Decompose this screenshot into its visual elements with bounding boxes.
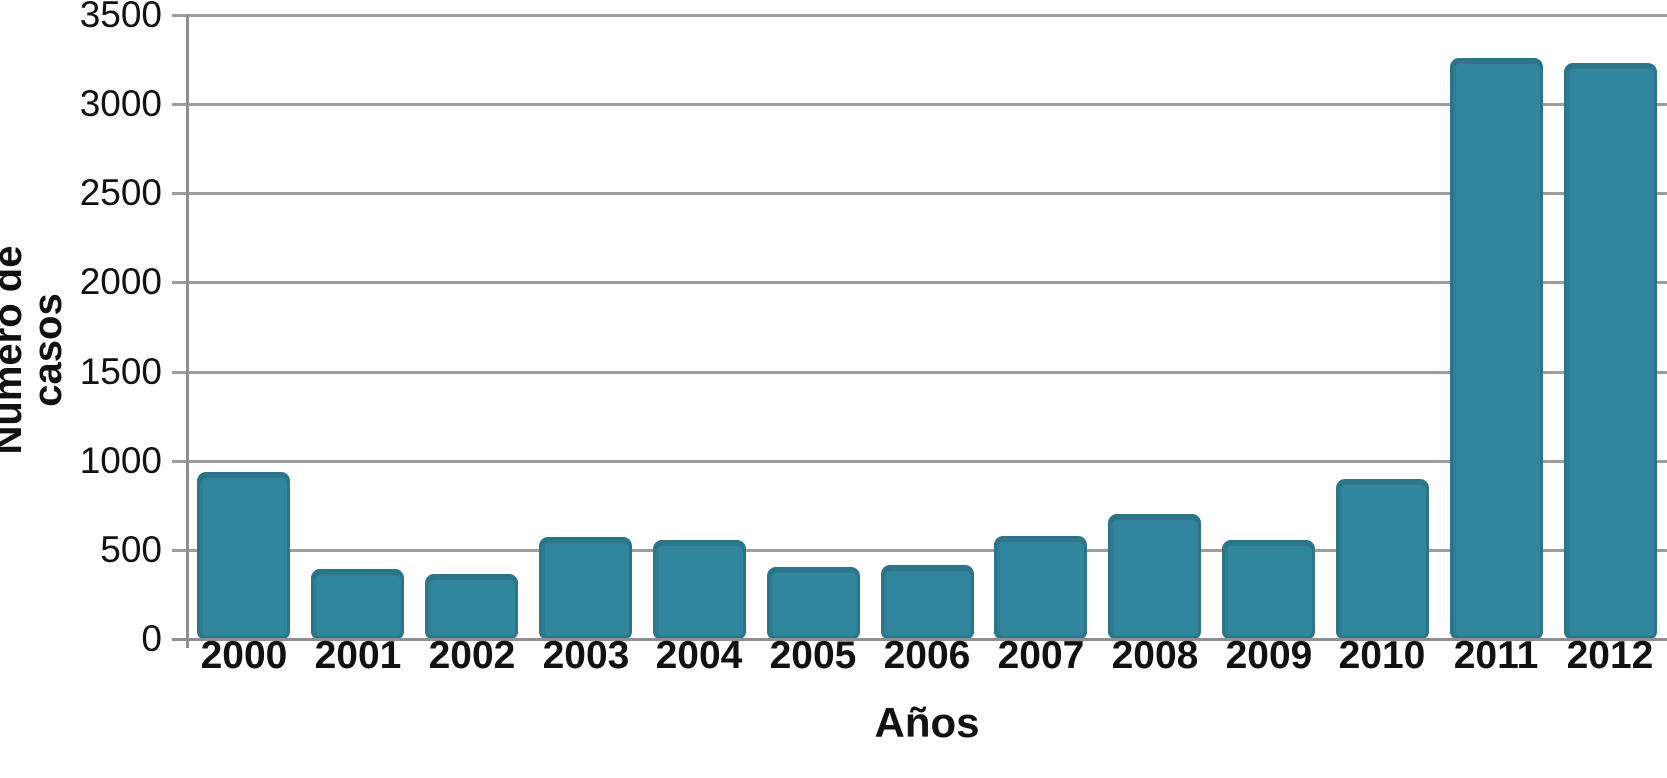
y-tick-label-500: 500 xyxy=(100,529,162,570)
x-axis-line xyxy=(172,638,1667,641)
y-tick-label-2000: 2000 xyxy=(79,261,162,302)
y-tick-label-3500: 3500 xyxy=(79,0,162,35)
bar-2007 xyxy=(994,536,1087,639)
gridline-2500 xyxy=(172,192,1667,195)
bar-2004 xyxy=(653,540,746,639)
bar-2006 xyxy=(881,565,974,639)
y-tick-label-2500: 2500 xyxy=(79,172,162,213)
x-tick-label-2005: 2005 xyxy=(769,634,857,677)
x-tick-label-2008: 2008 xyxy=(1111,634,1199,677)
bar-2009 xyxy=(1222,540,1315,639)
x-tick-label-2000: 2000 xyxy=(200,634,288,677)
x-tick-label-2004: 2004 xyxy=(655,634,743,677)
bar-2001 xyxy=(311,569,404,639)
y-tick-label-3000: 3000 xyxy=(79,83,162,124)
bar-2005 xyxy=(767,567,860,639)
y-tick-label-0: 0 xyxy=(141,618,162,659)
bar-2003 xyxy=(539,537,632,639)
x-tick-label-2006: 2006 xyxy=(883,634,971,677)
x-tick-label-2001: 2001 xyxy=(314,634,402,677)
gridline-500 xyxy=(172,549,1667,552)
bar-2008 xyxy=(1108,514,1201,639)
y-tick-label-1500: 1500 xyxy=(79,351,162,392)
gridline-2000 xyxy=(172,281,1667,284)
y-tick-label-1000: 1000 xyxy=(79,440,162,481)
bar-2011 xyxy=(1450,58,1543,639)
x-tick-label-2003: 2003 xyxy=(542,634,630,677)
x-tick-label-2010: 2010 xyxy=(1338,634,1426,677)
bar-2002 xyxy=(425,574,518,639)
gridline-3000 xyxy=(172,103,1667,106)
bar-2000 xyxy=(197,472,290,639)
y-axis-line xyxy=(186,15,189,648)
x-tick-label-2007: 2007 xyxy=(997,634,1085,677)
x-tick-label-2002: 2002 xyxy=(428,634,516,677)
gridline-1500 xyxy=(172,371,1667,374)
gridline-1000 xyxy=(172,460,1667,463)
x-axis-title: Años xyxy=(874,699,980,746)
x-tick-label-2011: 2011 xyxy=(1453,634,1539,677)
x-tick-label-2009: 2009 xyxy=(1225,634,1313,677)
x-tick-label-2012: 2012 xyxy=(1566,634,1654,677)
bar-2012 xyxy=(1564,63,1657,639)
bar-2010 xyxy=(1336,479,1429,639)
gridline-3500 xyxy=(172,14,1667,17)
